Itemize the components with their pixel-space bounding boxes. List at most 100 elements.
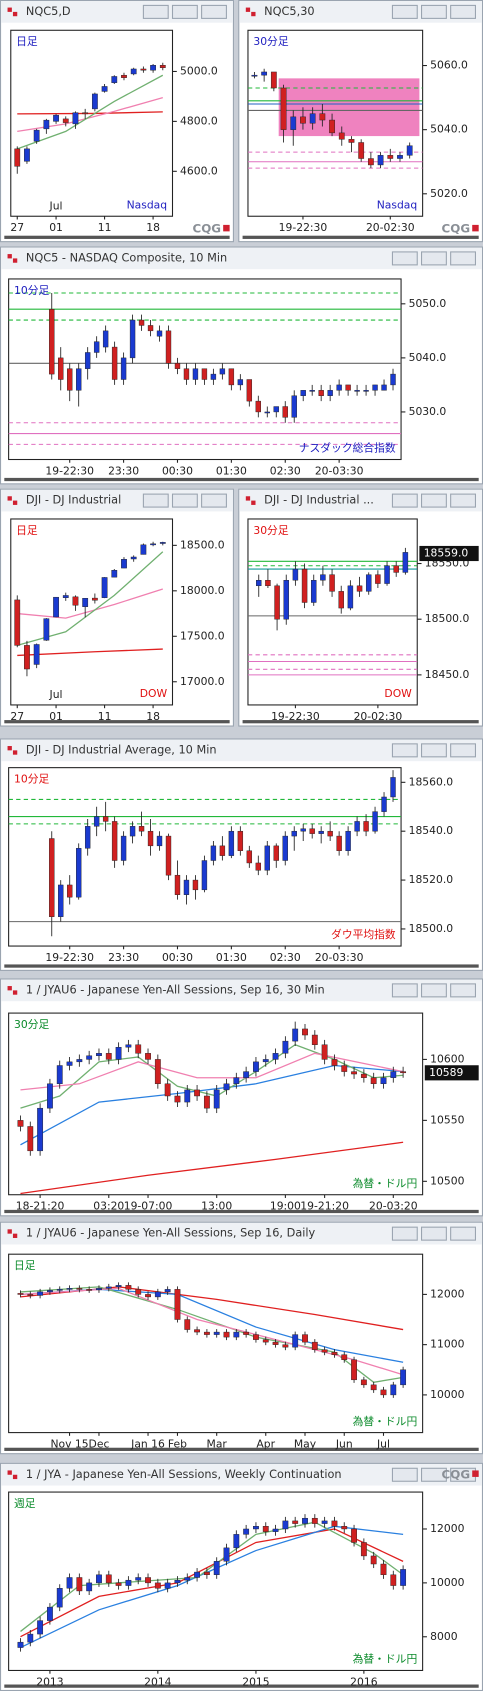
y-tick-label: 18500.0 [425, 612, 470, 625]
window-button[interactable] [450, 251, 476, 266]
window-icon [251, 11, 256, 17]
candle-body [291, 395, 297, 418]
logo: CQG [442, 1467, 470, 1481]
candle-body [91, 597, 98, 601]
window-button[interactable] [391, 1226, 418, 1241]
scroll-bar [4, 235, 230, 239]
y-tick-label: 18000.0 [180, 584, 225, 597]
candle-body [192, 879, 199, 891]
plot-area [10, 29, 174, 217]
candle-body [367, 158, 374, 166]
window-button[interactable] [421, 983, 447, 998]
y-tick-label: 17500.0 [180, 629, 225, 642]
candle-body [111, 821, 118, 861]
candle-body [210, 373, 217, 380]
moving-average [17, 74, 164, 150]
window-button[interactable] [201, 493, 227, 508]
candle-body [174, 1289, 181, 1320]
candle-body [154, 1582, 161, 1589]
market-label: Nasdaq [127, 198, 168, 211]
candle-body [327, 390, 333, 396]
window-title: DJI - DJ Industrial ... [264, 493, 374, 507]
candle-body [320, 574, 326, 581]
x-tick-label: 02:30 [270, 951, 301, 964]
window-button[interactable] [391, 983, 418, 998]
market-label: Nasdaq [377, 198, 418, 211]
window-button[interactable] [450, 983, 476, 998]
window-button[interactable] [391, 4, 418, 19]
x-tick-label: 19-22:30 [45, 951, 94, 964]
window-title: 1 / JYA - Japanese Yen-All Sessions, Wee… [26, 1467, 342, 1481]
candle-body [400, 1369, 407, 1386]
window-button[interactable] [450, 493, 476, 508]
candle-body [270, 71, 277, 89]
candle-body [272, 1053, 279, 1060]
window-button[interactable] [421, 493, 447, 508]
candle-body [282, 1344, 289, 1348]
candle-body [375, 574, 381, 584]
candle-body [262, 1526, 269, 1532]
plot-content [14, 541, 166, 677]
window-button[interactable] [171, 493, 198, 508]
candle-body [228, 830, 235, 856]
candle-body [301, 568, 308, 603]
window-button[interactable] [450, 1226, 476, 1241]
window-button[interactable] [421, 743, 447, 758]
candle-body [147, 325, 154, 332]
window-icon [12, 750, 18, 755]
candle-body [400, 1071, 407, 1074]
logo-mark [472, 1470, 479, 1477]
plot-content [8, 292, 402, 445]
period-label: 週足 [14, 1497, 36, 1510]
title-bar [1, 1222, 482, 1245]
window-button[interactable] [421, 251, 447, 266]
candle-body [125, 1579, 132, 1586]
candle-body [76, 1577, 83, 1592]
candle-body [213, 1331, 220, 1335]
x-tick-label: 20-02:30 [354, 710, 403, 723]
candle-body [300, 390, 306, 396]
candle-body [233, 1077, 240, 1085]
candle-body [203, 1095, 210, 1109]
window-button[interactable] [142, 4, 169, 19]
x-tick-label: Jan 16 [130, 1437, 165, 1450]
window-button[interactable] [421, 1226, 447, 1241]
candle-body [58, 357, 64, 380]
y-tick-label: 18560.0 [409, 775, 454, 788]
title-bar [1, 247, 482, 270]
window-button[interactable] [421, 1467, 447, 1482]
candle-body [261, 71, 268, 76]
moving-average [17, 97, 163, 133]
y-tick-label: 4800.0 [180, 114, 218, 127]
candle-body [253, 1334, 259, 1340]
candle-body [129, 319, 136, 359]
window-button[interactable] [450, 743, 476, 758]
candle-body [105, 1053, 112, 1060]
y-tick-label: 11000 [430, 1338, 464, 1351]
candle-body [331, 1059, 338, 1066]
candle-body [82, 598, 89, 607]
window-button[interactable] [391, 743, 418, 758]
window-button[interactable] [391, 1467, 418, 1482]
y-tick-label: 12000 [430, 1287, 464, 1300]
window-title: DJI - DJ Industrial Average, 10 Min [26, 742, 217, 756]
candle-body [183, 368, 190, 380]
scroll-bar [4, 1209, 479, 1214]
candle-body [135, 1044, 142, 1054]
x-tick-label: 19-07:00 [124, 1200, 173, 1213]
window-icon [7, 254, 12, 259]
candle-body [49, 309, 55, 375]
candle-body [356, 585, 363, 592]
window-icon [245, 7, 251, 12]
candle-body [265, 580, 271, 587]
window-icon [7, 1229, 12, 1234]
window-button[interactable] [142, 493, 169, 508]
window-button[interactable] [171, 4, 198, 19]
candle-body [135, 1289, 142, 1295]
window-button[interactable] [391, 251, 418, 266]
window-button[interactable] [421, 4, 447, 19]
candle-body [282, 1040, 289, 1054]
window-button[interactable] [201, 4, 227, 19]
window-button[interactable] [450, 4, 476, 19]
window-button[interactable] [391, 493, 418, 508]
